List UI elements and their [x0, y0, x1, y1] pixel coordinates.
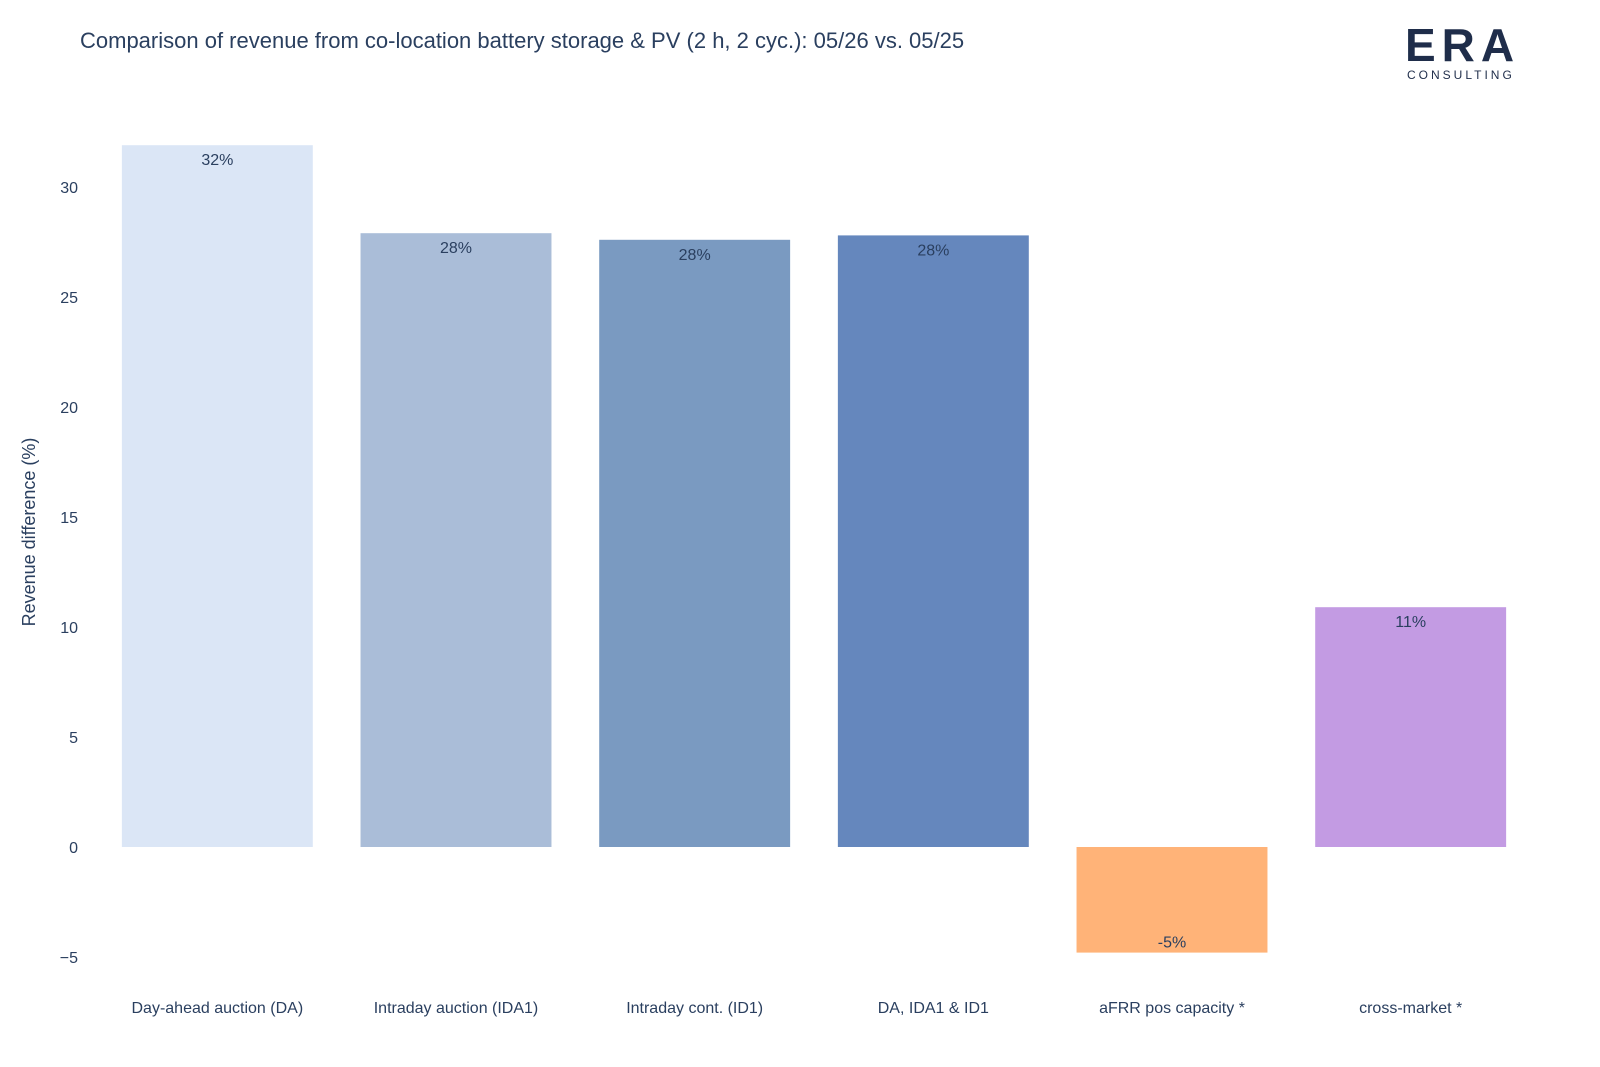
chart-title: Comparison of revenue from co-location b… — [80, 28, 965, 53]
bars-layer — [121, 145, 1507, 953]
y-tick-label-1: 0 — [69, 840, 78, 857]
bar-0[interactable] — [121, 145, 313, 847]
logo-subtitle: CONSULTING — [1407, 68, 1515, 82]
x-tick-label-2: Intraday cont. (ID1) — [626, 1000, 763, 1017]
y-tick-label-6: 25 — [60, 290, 78, 307]
y-axis: −5 0 5 10 15 20 25 30 — [60, 180, 78, 967]
bar-5[interactable] — [1315, 607, 1507, 847]
data-label-3: 28% — [917, 242, 949, 259]
x-tick-label-3: DA, IDA1 & ID1 — [878, 1000, 989, 1017]
y-tick-label-2: 5 — [69, 730, 78, 747]
data-label-4: -5% — [1158, 935, 1186, 952]
data-label-1: 28% — [440, 240, 472, 257]
era-consulting-logo: ERA CONSULTING — [1405, 12, 1530, 87]
bar-1[interactable] — [360, 233, 552, 847]
bar-4[interactable] — [1076, 847, 1268, 953]
y-tick-label-0: −5 — [60, 950, 78, 967]
y-tick-label-7: 30 — [60, 180, 78, 197]
x-tick-label-0: Day-ahead auction (DA) — [132, 1000, 304, 1017]
data-label-2: 28% — [679, 247, 711, 264]
data-label-5: 11% — [1395, 614, 1426, 631]
data-labels-layer: 32% 28% 28% 28% -5% 11% — [201, 152, 1426, 951]
bar-3[interactable] — [837, 235, 1029, 847]
logo-letters: ERA — [1405, 19, 1521, 71]
bar-2[interactable] — [599, 239, 791, 848]
data-label-0: 32% — [201, 152, 233, 169]
y-axis-label: Revenue difference (%) — [19, 438, 39, 627]
y-tick-label-3: 10 — [60, 620, 78, 637]
y-tick-label-5: 20 — [60, 400, 78, 417]
x-axis: Day-ahead auction (DA) Intraday auction (… — [132, 1000, 1463, 1017]
y-tick-label-4: 15 — [60, 510, 78, 527]
x-tick-label-1: Intraday auction (IDA1) — [374, 1000, 539, 1017]
x-tick-label-5: cross-market * — [1359, 1000, 1462, 1017]
x-tick-label-4: aFRR pos capacity * — [1099, 1000, 1245, 1017]
